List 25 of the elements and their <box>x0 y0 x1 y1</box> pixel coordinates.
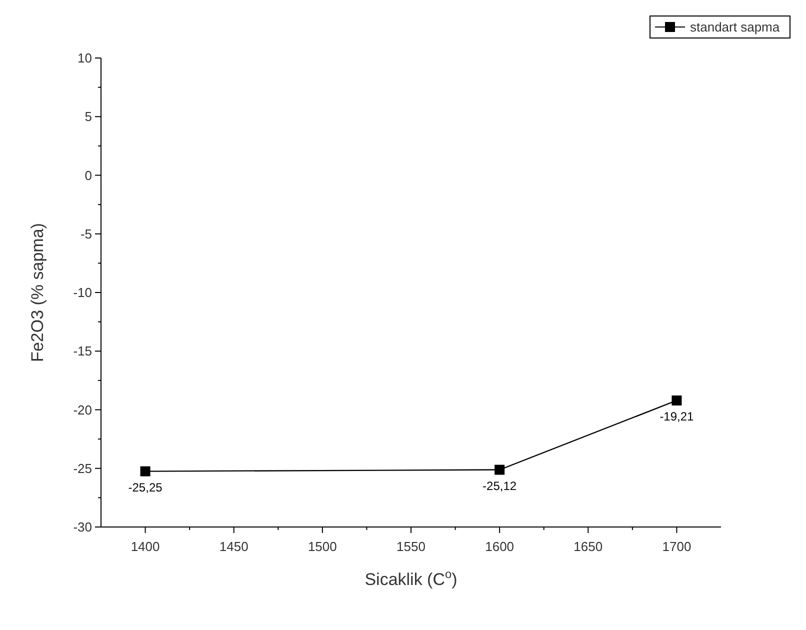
point <box>494 464 505 475</box>
legend-label: standart sapma <box>690 20 780 34</box>
point <box>140 466 150 476</box>
x-tick-label: 1500 <box>308 539 337 554</box>
x-tick-label: 1600 <box>485 539 514 554</box>
data-label: -19,21 <box>660 409 694 424</box>
x-tick-label: 1550 <box>396 539 426 554</box>
point <box>672 395 682 406</box>
x-tick-label: 1650 <box>574 539 603 554</box>
y-tick-label: 10 <box>78 50 92 66</box>
x-axis-title: Sicaklik (C$^{o}$) <box>364 567 458 589</box>
y-tick-label: -30 <box>73 520 92 534</box>
y-axis-title: Fe2O3 (% sapma) <box>28 223 47 362</box>
y-tick-label: -25 <box>73 460 92 476</box>
y-tick-label: -15 <box>73 344 92 359</box>
data-label: -25,12 <box>482 478 517 493</box>
y-tick-label: 0 <box>84 168 92 183</box>
y-tick-label: -20 <box>73 402 92 418</box>
x-tick-label: 1450 <box>219 539 248 554</box>
x-tick-label: 1400 <box>130 539 160 554</box>
data-label: -25,25 <box>128 480 163 494</box>
y-tick-label: -5 <box>80 226 92 242</box>
x-tick-label: 1700 <box>662 539 692 554</box>
y-tick-label: 5 <box>84 109 92 124</box>
y-tick-label: -10 <box>73 285 92 300</box>
